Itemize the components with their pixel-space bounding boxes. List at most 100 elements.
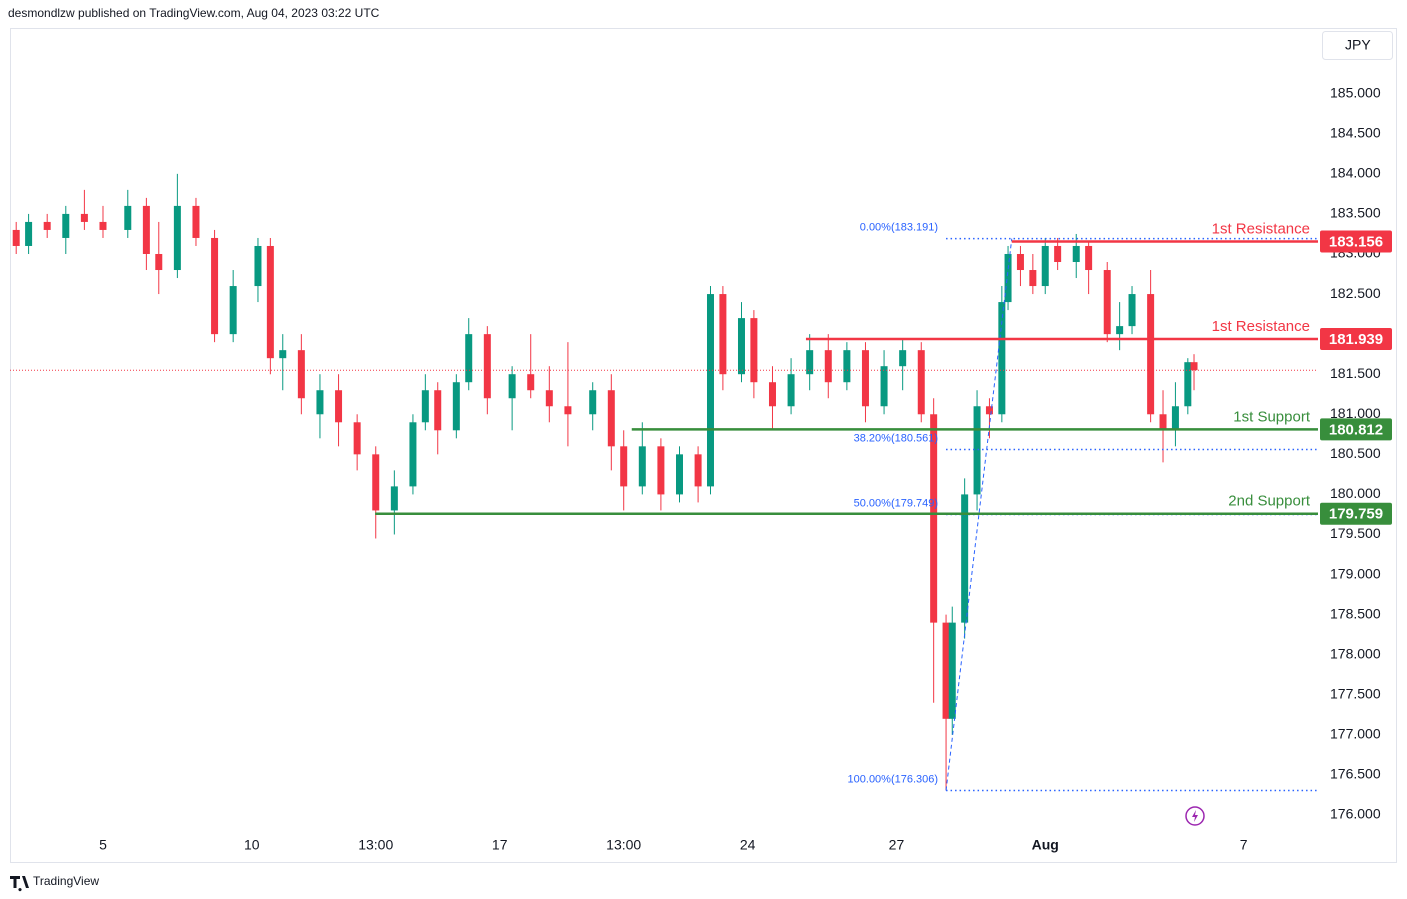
- candle-body: [880, 366, 888, 407]
- price-tag-label: 179.759: [1329, 506, 1383, 523]
- candle-body: [297, 350, 305, 399]
- currency-box[interactable]: [1322, 31, 1393, 60]
- y-tick-label: 180.000: [1330, 485, 1381, 501]
- candle-body: [1147, 294, 1155, 415]
- candle-body: [564, 406, 572, 415]
- candle-body: [1128, 294, 1136, 327]
- x-tick-label: 7: [1240, 837, 1248, 853]
- candle-body: [1190, 362, 1198, 371]
- candle-body: [80, 213, 88, 222]
- fib-trend-line: [945, 238, 1013, 791]
- candle-body: [706, 294, 714, 487]
- y-tick-label: 176.500: [1330, 766, 1381, 782]
- header: desmondlzw published on TradingView.com,…: [8, 6, 380, 20]
- candle-body: [657, 446, 665, 495]
- y-tick-label: 183.500: [1330, 205, 1381, 221]
- candle-body: [1041, 245, 1049, 287]
- candle-body: [998, 302, 1006, 415]
- candle-body: [316, 390, 324, 415]
- candle-body: [452, 382, 460, 431]
- candle-body: [25, 221, 33, 246]
- candle-body: [930, 414, 938, 623]
- y-tick-label: 178.500: [1330, 605, 1381, 621]
- x-tick-label: 10: [244, 837, 260, 853]
- candle-body: [483, 334, 491, 399]
- candle-body: [434, 390, 442, 431]
- price-tag-label: 181.939: [1329, 331, 1383, 348]
- price-tag: [1320, 328, 1392, 351]
- alert-icon[interactable]: [1185, 806, 1205, 826]
- candle-body: [372, 454, 380, 511]
- currency: JPY: [1345, 37, 1371, 53]
- candle-body: [279, 350, 287, 359]
- candle-body: [421, 390, 429, 423]
- y-tick-label: 184.000: [1330, 165, 1381, 181]
- candle-body: [607, 390, 615, 447]
- candle-body: [229, 286, 237, 335]
- candle-body: [620, 446, 628, 487]
- x-tick-label: 5: [99, 837, 107, 853]
- candle-body: [335, 390, 343, 423]
- y-tick-label: 185.000: [1330, 84, 1381, 100]
- candle-body: [173, 205, 181, 271]
- candle-body: [1054, 245, 1062, 263]
- fib-label: 0.00%(183.191): [860, 222, 938, 234]
- candle-body: [824, 350, 832, 383]
- candle-body: [43, 221, 51, 230]
- candle-body: [1085, 245, 1093, 271]
- candle-body: [948, 622, 956, 719]
- candle-body: [1016, 253, 1024, 271]
- candle-body: [750, 318, 758, 383]
- candle-body: [545, 390, 553, 407]
- candle-body: [917, 350, 925, 415]
- y-tick-label: 176.000: [1330, 806, 1381, 822]
- candle-body: [124, 205, 132, 230]
- candle-body: [861, 350, 869, 407]
- fib-label: 100.00%(176.306): [848, 773, 939, 785]
- level-label: 1st Support: [1233, 408, 1311, 425]
- candle-body: [768, 382, 776, 407]
- candle-body: [899, 350, 907, 367]
- x-tick-label: 24: [740, 837, 756, 853]
- x-tick-label: 17: [492, 837, 508, 853]
- candle-body: [787, 374, 795, 407]
- candle-body: [675, 454, 683, 495]
- price-tag: [1320, 502, 1392, 525]
- y-tick-label: 179.500: [1330, 525, 1381, 541]
- price-tag: [1320, 230, 1392, 253]
- candle-body: [99, 221, 107, 230]
- candle-body: [12, 229, 20, 246]
- candle-body: [589, 390, 597, 415]
- brand: TradingView: [33, 874, 99, 888]
- y-tick-label: 177.500: [1330, 685, 1381, 701]
- level-label: 2nd Support: [1228, 493, 1311, 510]
- fib-label: 50.00%(179.749): [854, 497, 938, 509]
- level-label: 1st Resistance: [1212, 220, 1310, 237]
- y-tick-label: 177.000: [1330, 726, 1381, 742]
- candle-body: [254, 245, 262, 287]
- fib-label: 38.20%(180.561): [854, 432, 938, 444]
- y-tick-label: 181.000: [1330, 405, 1381, 421]
- x-tick-label: Aug: [1032, 837, 1059, 853]
- candle-body: [694, 454, 702, 487]
- y-tick-label: 180.500: [1330, 445, 1381, 461]
- candle-body: [62, 213, 70, 238]
- candle-body: [527, 374, 535, 391]
- candle-body: [465, 334, 473, 383]
- candle-body: [1004, 253, 1012, 303]
- y-tick-label: 184.500: [1330, 124, 1381, 140]
- y-tick-label: 178.000: [1330, 645, 1381, 661]
- candle-body: [1171, 406, 1179, 431]
- candle-body: [973, 406, 981, 495]
- candle-body: [353, 422, 361, 455]
- candle-body: [1072, 245, 1080, 263]
- candle-body: [806, 350, 814, 375]
- candle-body: [1184, 362, 1192, 407]
- candle-body: [961, 494, 969, 623]
- candle-body: [1029, 270, 1037, 287]
- price-tag: [1320, 418, 1392, 441]
- x-tick-label: 13:00: [358, 837, 393, 853]
- y-tick-label: 179.000: [1330, 565, 1381, 581]
- candle-body: [1116, 326, 1124, 335]
- candle-body: [737, 318, 745, 375]
